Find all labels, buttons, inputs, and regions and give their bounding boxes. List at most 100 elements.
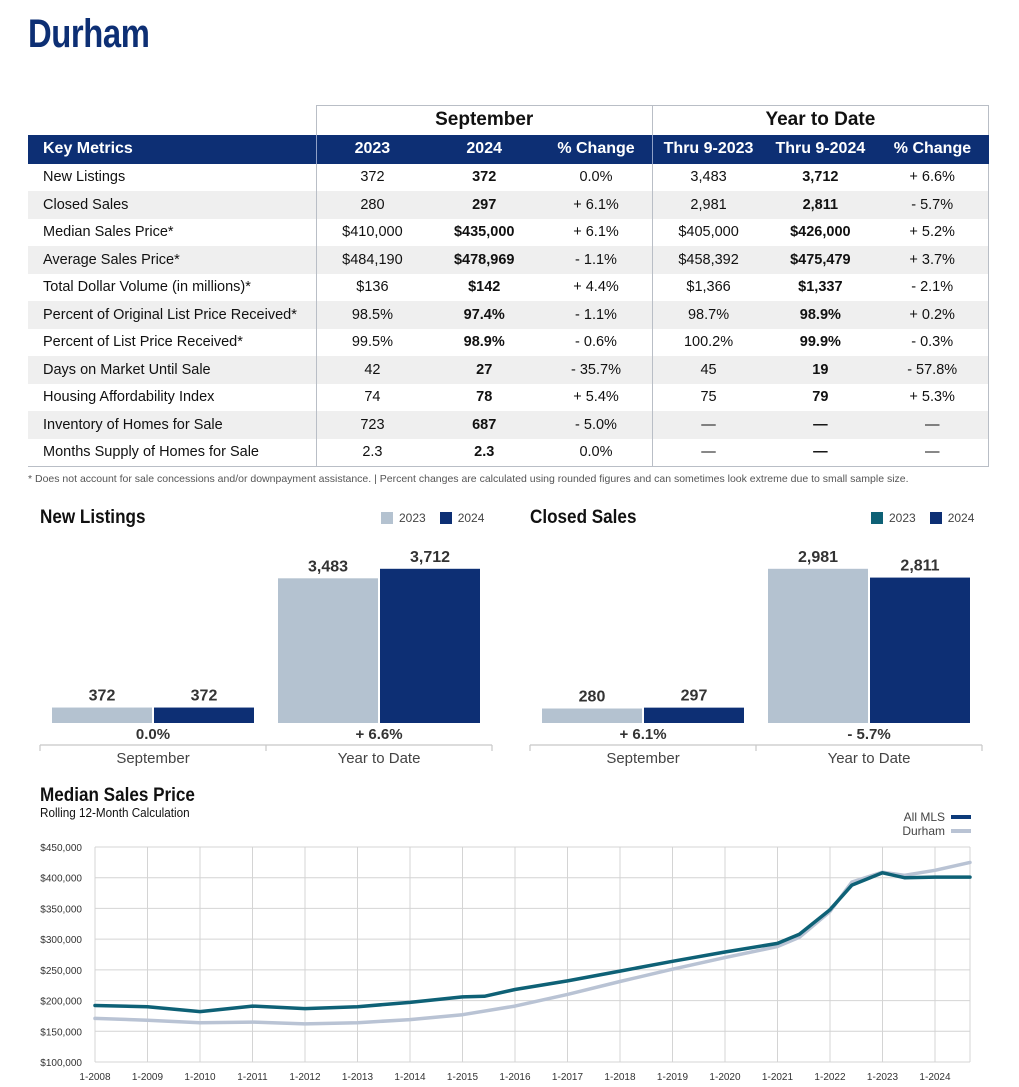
category-label: September xyxy=(116,750,189,767)
series-line-durham xyxy=(93,860,972,1026)
bar-value-label: 3,712 xyxy=(410,549,450,566)
table-row: Months Supply of Homes for Sale 2.3 2.3 0.0… xyxy=(28,438,990,467)
x-tick-label: 1-2019 xyxy=(657,1072,689,1083)
bar-2023-year-to-date xyxy=(278,578,378,723)
x-tick-label: 1-2016 xyxy=(499,1072,531,1083)
legend-label-2023: 2023 xyxy=(889,511,916,525)
bar-2023-year-to-date xyxy=(768,568,868,723)
column-header-6: % Change xyxy=(876,134,989,164)
metric-value: 372 xyxy=(315,163,429,191)
metric-value: 372 xyxy=(472,169,497,186)
metric-value: 78 xyxy=(476,389,493,406)
metric-value: 45 xyxy=(651,356,765,384)
metric-value: 98.5% xyxy=(315,301,429,329)
metric-value: 27 xyxy=(428,356,541,384)
x-tick-label: 1-2010 xyxy=(184,1072,216,1083)
bar-value-label: 297 xyxy=(681,688,708,705)
metric-value: - 0.6% xyxy=(575,334,617,351)
category-label: Year to Date xyxy=(828,750,911,767)
metric-value: — xyxy=(876,438,990,467)
page-title: Durham xyxy=(28,12,150,56)
metric-label: Housing Affordability Index xyxy=(43,389,215,406)
legend-swatch-2023 xyxy=(871,512,883,524)
bar-2024-september xyxy=(644,707,744,723)
y-tick-label: $100,000 xyxy=(40,1058,82,1069)
x-tick-label: 1-2011 xyxy=(237,1072,268,1083)
metric-value: — xyxy=(876,411,990,439)
metric-label: Percent of Original List Price Received* xyxy=(28,301,317,329)
metric-value: - 57.8% xyxy=(876,356,990,384)
legend-swatch-2023 xyxy=(381,512,393,524)
group-header-september: September xyxy=(315,105,653,135)
legend-label-2024: 2024 xyxy=(947,511,975,525)
percent-change-label: + 6.6% xyxy=(355,726,402,743)
x-tick-label: 1-2023 xyxy=(867,1072,899,1083)
metric-value: 98.9% xyxy=(463,334,505,351)
metric-label: New Listings xyxy=(43,169,126,186)
x-tick-label: 1-2012 xyxy=(289,1072,321,1083)
metric-label: Closed Sales xyxy=(28,191,317,219)
new-listings-bar-chart: 372 372 0.0% September 3,483 3,712 + 6.6% Year … xyxy=(39,549,493,767)
column-header-1: 2023 xyxy=(315,134,429,164)
x-tick-label: 1-2018 xyxy=(604,1072,636,1083)
table-row: Inventory of Homes for Sale 723 687- 5.0% —… xyxy=(28,411,990,439)
table-row: Days on Market Until Sale 42 27- 35.7% 45 19… xyxy=(28,356,990,384)
metric-value: - 1.1% xyxy=(540,246,653,274)
metric-value: $1,337 xyxy=(798,279,843,296)
legend-label: Durham xyxy=(902,824,945,838)
bar-value-label: 372 xyxy=(89,688,116,705)
metric-label: Percent of List Price Received* xyxy=(43,334,243,351)
metric-value: + 6.1% xyxy=(540,191,653,219)
metric-label: Average Sales Price* xyxy=(28,246,317,274)
metric-value: 2,981 xyxy=(651,191,765,219)
metric-value: 79 xyxy=(812,389,829,406)
column-header-4: Thru 9-2023 xyxy=(651,134,765,164)
metric-label: Total Dollar Volume (in millions)* xyxy=(43,279,251,296)
metric-label: Days on Market Until Sale xyxy=(28,356,317,384)
y-tick-label: $350,000 xyxy=(40,904,82,915)
metric-value: $458,392 xyxy=(651,246,765,274)
legend-label-2024: 2024 xyxy=(457,511,485,525)
metric-value: 0.0% xyxy=(579,169,613,186)
metric-value: — xyxy=(651,438,765,467)
metric-value: 75 xyxy=(651,383,765,411)
bar-value-label: 3,483 xyxy=(308,558,348,575)
bar-value-label: 280 xyxy=(579,689,606,706)
table-row: Average Sales Price* $484,190 $478,969- 1.… xyxy=(28,246,990,274)
table-row: Housing Affordability Index 74 78 + 5.4% 75 7… xyxy=(28,383,990,411)
x-tick-label: 1-2017 xyxy=(552,1072,584,1083)
percent-change-label: - 5.7% xyxy=(847,726,890,743)
column-header-5: Thru 9-2024 xyxy=(764,134,877,164)
y-tick-label: $150,000 xyxy=(40,1027,82,1038)
metric-value: 97.4% xyxy=(428,301,541,329)
metric-value: 100.2% xyxy=(651,328,765,356)
metric-value: + 3.7% xyxy=(876,246,990,274)
series-line-all-mls xyxy=(93,871,972,1014)
metric-value: — xyxy=(651,411,765,439)
metric-value: 297 xyxy=(428,191,541,219)
metric-value: $410,000 xyxy=(315,218,429,246)
x-tick-label: 1-2013 xyxy=(342,1072,374,1083)
table-row: Median Sales Price* $410,000 $435,000 + 6.1… xyxy=(28,218,990,246)
category-label: Year to Date xyxy=(338,750,421,767)
metric-value: — xyxy=(764,438,877,467)
metric-value: 98.9% xyxy=(764,301,877,329)
metric-value: + 5.3% xyxy=(876,383,990,411)
metric-value: - 0.3% xyxy=(876,328,990,356)
metric-value: 280 xyxy=(315,191,429,219)
group-header-blank xyxy=(28,105,317,135)
table-row: Percent of Original List Price Received*… xyxy=(28,301,990,329)
metric-label: Median Sales Price* xyxy=(43,224,174,241)
metric-value: 19 xyxy=(764,356,877,384)
legend-label-2023: 2023 xyxy=(399,511,426,525)
category-label: September xyxy=(606,750,679,767)
metric-value: - 2.1% xyxy=(876,273,990,301)
percent-change-label: 0.0% xyxy=(136,726,170,743)
metric-value: + 6.6% xyxy=(876,163,990,191)
bar-2024-september xyxy=(154,707,254,723)
metric-value: $475,479 xyxy=(764,246,877,274)
legend-swatch-2024 xyxy=(929,512,942,524)
group-header-year-to-date: Year to Date xyxy=(651,105,990,135)
metric-value: 99.5% xyxy=(315,328,429,356)
metric-value: - 1.1% xyxy=(540,301,653,329)
